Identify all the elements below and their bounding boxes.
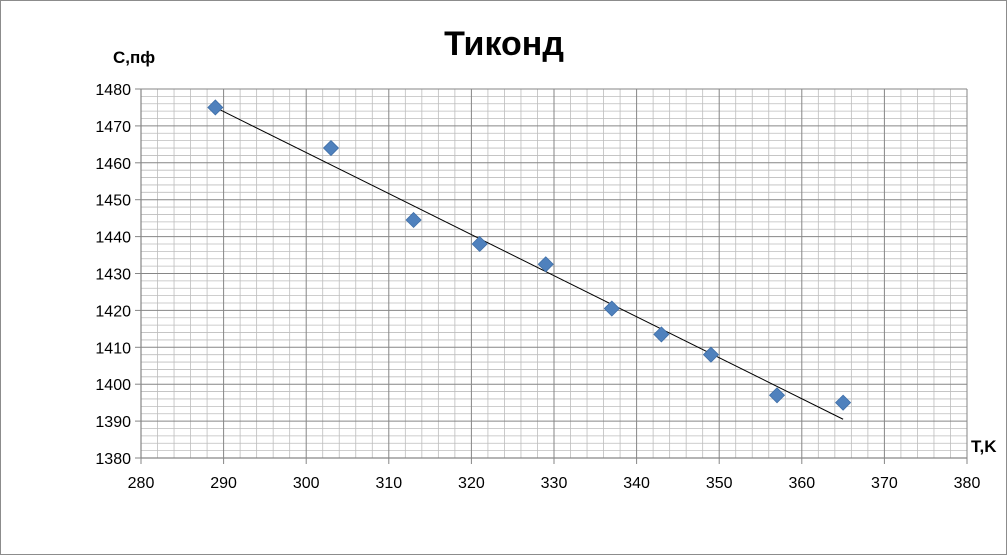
x-tick-labels: 280 290 300 310 320 330 340 350 360 370 380 bbox=[128, 475, 981, 492]
data-point bbox=[653, 326, 670, 343]
x-tick-label: 300 bbox=[293, 475, 320, 492]
y-tick-label: 1480 bbox=[95, 82, 131, 99]
chart-title: Тиконд bbox=[444, 25, 564, 63]
x-tick-label: 370 bbox=[871, 475, 898, 492]
data-points bbox=[207, 99, 852, 411]
x-tick-label: 330 bbox=[541, 475, 568, 492]
data-point bbox=[207, 99, 224, 116]
x-tick-label: 320 bbox=[458, 475, 485, 492]
x-tick-label: 340 bbox=[623, 475, 650, 492]
x-tick-label: 280 bbox=[128, 475, 155, 492]
data-point bbox=[768, 387, 786, 404]
y-axis-label: C,пф bbox=[113, 48, 155, 67]
data-point bbox=[702, 346, 720, 363]
x-tick-label: 380 bbox=[954, 475, 981, 492]
data-point bbox=[537, 256, 554, 273]
axes bbox=[135, 88, 968, 464]
data-point bbox=[835, 394, 852, 411]
data-point bbox=[603, 300, 620, 317]
x-tick-label: 350 bbox=[706, 475, 733, 492]
y-tick-label: 1450 bbox=[95, 193, 131, 210]
y-tick-label: 1400 bbox=[95, 377, 131, 394]
x-tick-label: 310 bbox=[375, 475, 402, 492]
y-tick-label: 1430 bbox=[95, 267, 131, 284]
y-tick-label: 1410 bbox=[95, 340, 131, 357]
trendline bbox=[215, 107, 844, 420]
y-tick-label: 1470 bbox=[95, 119, 131, 136]
y-tick-label: 1460 bbox=[95, 156, 131, 173]
y-tick-label: 1380 bbox=[95, 451, 131, 468]
x-axis-label: T,K bbox=[971, 437, 997, 456]
data-point bbox=[471, 235, 488, 253]
y-tick-label: 1440 bbox=[95, 230, 131, 247]
y-tick-label: 1420 bbox=[95, 303, 131, 320]
x-tick-label: 290 bbox=[210, 475, 237, 492]
data-point bbox=[322, 139, 340, 157]
major-grid bbox=[141, 88, 968, 458]
x-tick-label: 360 bbox=[788, 475, 815, 492]
y-tick-label: 1390 bbox=[95, 414, 131, 431]
trendline-line bbox=[215, 107, 844, 420]
y-tick-labels: 1380 1390 1400 1410 1420 1430 1440 1450 1460 1470… bbox=[95, 82, 131, 468]
data-point bbox=[405, 211, 422, 229]
